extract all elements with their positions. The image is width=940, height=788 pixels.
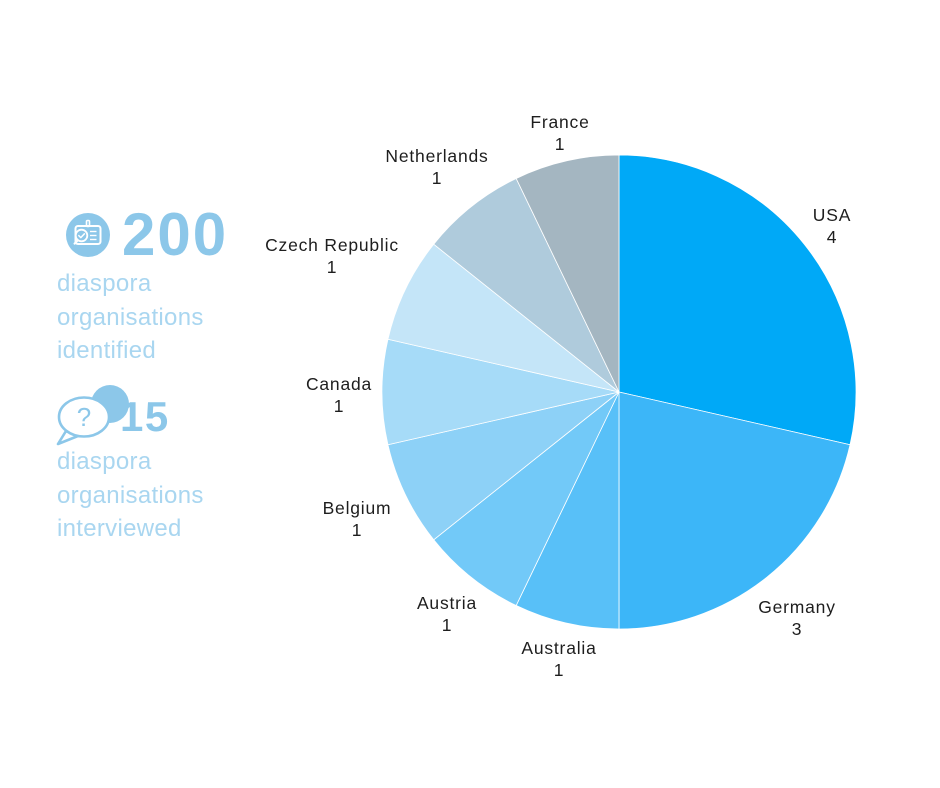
question-speech-bubbles-icon: ? (56, 385, 129, 446)
pie-label-austria: Austria (417, 593, 477, 613)
pie-label-usa: USA (813, 205, 851, 225)
pie-label-canada: Canada (306, 374, 372, 394)
stat-identified-value: 200 (122, 201, 229, 268)
pie-value-australia: 1 (554, 660, 565, 680)
pie-label-czech-republic: Czech Republic (265, 235, 399, 255)
stat-interviewed-value: 15 (120, 393, 170, 440)
pie-slice-czech-republic (387, 243, 620, 393)
stat-identified: 200 diaspora organisations identified (57, 205, 228, 368)
pie-value-usa: 4 (827, 227, 838, 247)
pie-slice-netherlands (433, 178, 620, 393)
pie-value-belgium: 1 (352, 520, 363, 540)
pie-slice-belgium (387, 391, 620, 541)
pie-slice-austria (433, 391, 620, 606)
pie-label-belgium: Belgium (323, 498, 392, 518)
pie-label-australia: Australia (521, 638, 596, 658)
question-mark-glyph: ? (77, 402, 91, 432)
pie-slice-usa (618, 154, 857, 446)
pie-value-czech-republic: 1 (327, 257, 338, 277)
pie-value-netherlands: 1 (432, 168, 443, 188)
pie-slice-canada (381, 338, 620, 446)
stat-interviewed-label: diaspora organisations interviewed (57, 448, 204, 542)
pie-slice-france (515, 154, 620, 393)
pie-slice-australia (515, 391, 620, 630)
stat-identified-label: diaspora organisations identified (57, 270, 204, 364)
pie-value-france: 1 (555, 134, 566, 154)
pie-label-netherlands: Netherlands (385, 146, 488, 166)
pie-label-germany: Germany (758, 597, 836, 617)
stat-interviewed-header: ? 15 (52, 384, 204, 448)
pie-value-canada: 1 (334, 396, 345, 416)
stat-interviewed: ? 15 diaspora organisations interviewed (52, 384, 204, 546)
pie-label-france: France (530, 112, 589, 132)
pie-value-germany: 3 (792, 619, 803, 639)
stat-identified-header: 200 (66, 205, 228, 265)
pie-slice-germany (618, 391, 851, 630)
pie-slices (381, 154, 857, 630)
id-card-search-icon (66, 213, 110, 257)
pie-labels: USA4Germany3Australia1Austria1Belgium1Ca… (265, 112, 851, 680)
pie-value-austria: 1 (442, 615, 453, 635)
